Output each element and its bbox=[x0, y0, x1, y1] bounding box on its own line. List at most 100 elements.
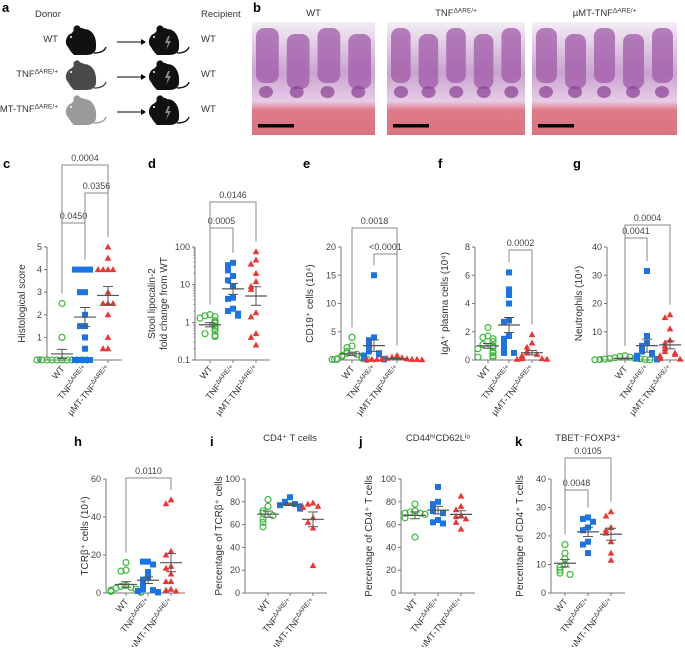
p-value-label: 0.0018 bbox=[361, 216, 389, 226]
data-point-tnf bbox=[506, 286, 512, 293]
data-point-wt bbox=[479, 340, 487, 349]
y-tick-label: 0 bbox=[235, 588, 240, 598]
y-tick-label: 15 bbox=[326, 270, 336, 280]
data-point-wt bbox=[489, 353, 497, 361]
histology-image: µMT-TNFΔARE/+ bbox=[532, 8, 677, 135]
donor-genotype-label-base: WT bbox=[43, 34, 58, 45]
p-value-label: 0.0004 bbox=[634, 213, 662, 223]
y-axis-label: IgA⁺ plasma cells (10⁴) bbox=[440, 252, 451, 355]
data-point-wt bbox=[474, 353, 482, 361]
data-point-umt-tnf bbox=[661, 314, 669, 321]
data-point-umt-tnf bbox=[109, 266, 117, 273]
significance-bracket bbox=[125, 477, 172, 553]
y-tick-label: 40 bbox=[230, 542, 240, 552]
y-tick-label: 0 bbox=[391, 588, 396, 598]
data-point-umt-tnf bbox=[309, 524, 317, 531]
data-point-umt-tnf bbox=[418, 356, 426, 363]
lightning-icon bbox=[165, 36, 171, 50]
crypt bbox=[655, 86, 669, 98]
data-point-umt-tnf bbox=[607, 508, 615, 515]
data-point-wt bbox=[489, 335, 497, 343]
y-tick-label: 3 bbox=[37, 287, 42, 297]
data-point-tnf bbox=[430, 519, 436, 526]
data-point-tnf bbox=[361, 355, 367, 362]
data-point-wt bbox=[43, 356, 51, 364]
data-point-wt bbox=[401, 509, 409, 517]
data-point-umt-tnf bbox=[363, 356, 371, 363]
data-point-umt-tnf bbox=[304, 518, 312, 525]
data-point-umt-tnf bbox=[167, 570, 175, 577]
data-point-tnf bbox=[580, 527, 586, 534]
mouse-icon bbox=[65, 95, 107, 125]
data-point-wt bbox=[58, 299, 66, 308]
data-point-umt-tnf bbox=[162, 551, 170, 558]
mouse-body bbox=[148, 97, 180, 125]
data-point-tnf bbox=[440, 520, 446, 527]
crypt bbox=[626, 86, 640, 98]
data-point-wt bbox=[259, 515, 267, 523]
y-tick-label: 2 bbox=[465, 327, 470, 337]
data-point-tnf bbox=[297, 505, 303, 512]
data-point-wt bbox=[211, 332, 219, 341]
data-point-wt bbox=[122, 558, 130, 567]
data-point-umt-tnf bbox=[252, 248, 260, 255]
data-point-tnf bbox=[87, 266, 93, 273]
panel-letter-d: d bbox=[148, 156, 156, 171]
histology-label-base: WT bbox=[306, 8, 321, 19]
mouse-eye bbox=[153, 71, 155, 73]
y-axis-label: CD19⁺ cells (10⁴) bbox=[305, 264, 316, 343]
villus bbox=[623, 34, 644, 89]
data-point-wt bbox=[38, 356, 46, 364]
x-tick-label-superscript: ΔARE/+ bbox=[67, 363, 87, 386]
y-tick-label: 20 bbox=[536, 531, 546, 541]
data-point-umt-tnf bbox=[104, 345, 112, 352]
arrow-head-icon bbox=[141, 74, 146, 80]
mouse-body bbox=[65, 97, 97, 125]
significance-bracket bbox=[624, 224, 671, 346]
data-point-tnf bbox=[82, 345, 88, 352]
panel-letter-h: h bbox=[74, 434, 82, 449]
x-tick-label-superscript: ΔARE/+ bbox=[629, 363, 649, 386]
data-point-wt bbox=[107, 587, 115, 596]
data-point-umt-tnf bbox=[252, 256, 260, 263]
data-point-tnf bbox=[72, 357, 78, 363]
data-point-umt-tnf bbox=[676, 355, 684, 362]
data-point-umt-tnf bbox=[457, 502, 465, 509]
y-tick-label: 40 bbox=[536, 474, 546, 484]
p-value-label: 0.0146 bbox=[219, 190, 247, 200]
data-point-wt bbox=[566, 570, 574, 579]
data-point-tnf bbox=[585, 514, 591, 521]
data-point-tnf bbox=[145, 558, 151, 565]
data-point-wt bbox=[201, 330, 209, 338]
data-point-wt bbox=[211, 319, 219, 327]
mouse-icon bbox=[65, 60, 107, 90]
crypt bbox=[320, 86, 335, 98]
data-point-umt-tnf bbox=[373, 355, 381, 362]
data-point-tnf bbox=[430, 507, 436, 514]
data-point-umt-tnf bbox=[309, 499, 317, 506]
data-point-tnf bbox=[501, 344, 507, 351]
data-point-umt-tnf bbox=[523, 343, 531, 350]
y-tick-label: 20 bbox=[230, 565, 240, 575]
data-point-umt-tnf bbox=[602, 512, 610, 519]
x-tick-label-superscript: ΔARE/+ bbox=[295, 596, 315, 619]
y-tick-label: 4 bbox=[465, 299, 470, 309]
mouse-body bbox=[65, 62, 97, 90]
data-point-wt bbox=[48, 356, 56, 364]
data-point-umt-tnf bbox=[104, 254, 112, 261]
data-point-umt-tnf bbox=[252, 309, 260, 316]
data-point-tnf bbox=[371, 334, 377, 341]
mouse-ear bbox=[73, 95, 81, 103]
data-point-tnf bbox=[77, 323, 83, 330]
crypt bbox=[539, 86, 553, 98]
mouse-icon bbox=[148, 60, 190, 90]
villus bbox=[652, 28, 673, 83]
data-point-umt-tnf bbox=[528, 339, 536, 346]
data-point-tnf bbox=[639, 348, 645, 355]
mouse-ear bbox=[156, 60, 164, 68]
y-tick-label: 60 bbox=[230, 520, 240, 530]
panel-letter-a: a bbox=[2, 0, 10, 15]
data-point-tnf bbox=[225, 267, 231, 274]
